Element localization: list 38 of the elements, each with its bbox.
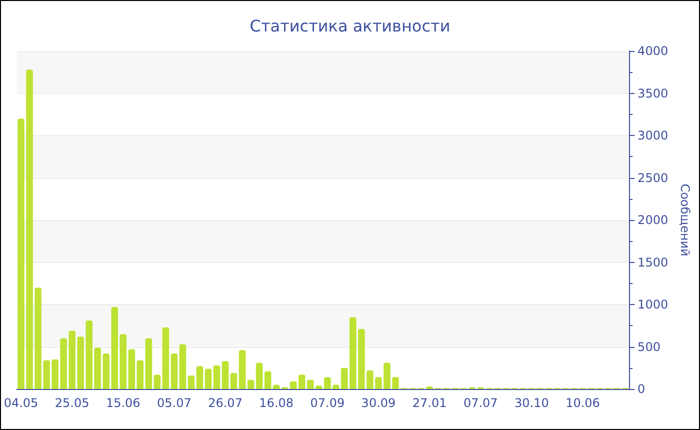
x-tick-label: 04.05 bbox=[4, 396, 38, 410]
x-tick-label: 26.07 bbox=[208, 396, 242, 410]
bar bbox=[145, 338, 152, 389]
x-tick-label: 25.05 bbox=[54, 396, 90, 410]
bar bbox=[222, 361, 229, 389]
x-tick-label: 07.09 bbox=[310, 396, 345, 410]
y-tick-label: 3500 bbox=[638, 86, 668, 100]
y-tick-label: 1000 bbox=[638, 298, 668, 312]
bar bbox=[154, 374, 161, 389]
y-tick-label: 3000 bbox=[638, 128, 668, 142]
bar bbox=[213, 365, 220, 389]
x-tick-label: 16.08 bbox=[259, 396, 294, 410]
y-tick-label: 1500 bbox=[638, 255, 668, 270]
bar bbox=[204, 368, 212, 389]
bar bbox=[162, 327, 170, 389]
y-tick-label: 500 bbox=[638, 340, 660, 354]
x-tick-label: 10.06 bbox=[566, 396, 600, 410]
bar bbox=[264, 371, 272, 389]
x-tick-label: 07.07 bbox=[463, 396, 498, 410]
y-axis-title: Сообщений bbox=[678, 184, 692, 256]
x-tick-label: 30.09 bbox=[361, 396, 396, 410]
x-tick-label: 05.07 bbox=[157, 396, 192, 410]
bar bbox=[196, 366, 204, 389]
bar bbox=[170, 354, 178, 389]
bar bbox=[230, 372, 238, 389]
y-tick-label: 0 bbox=[638, 382, 646, 396]
bar bbox=[256, 362, 263, 389]
x-tick-label: 15.06 bbox=[106, 396, 140, 410]
y-tick-label: 2500 bbox=[638, 170, 668, 185]
x-tick-label: 27.01 bbox=[412, 396, 447, 410]
chart-title: Статистика активности bbox=[250, 16, 450, 36]
bar bbox=[247, 380, 254, 389]
bar bbox=[238, 350, 246, 389]
bar bbox=[179, 344, 186, 389]
y-tick-label: 2000 bbox=[638, 213, 668, 227]
bar bbox=[188, 375, 195, 389]
x-tick-label: 30.10 bbox=[514, 396, 549, 410]
y-tick-label: 4000 bbox=[638, 44, 668, 58]
